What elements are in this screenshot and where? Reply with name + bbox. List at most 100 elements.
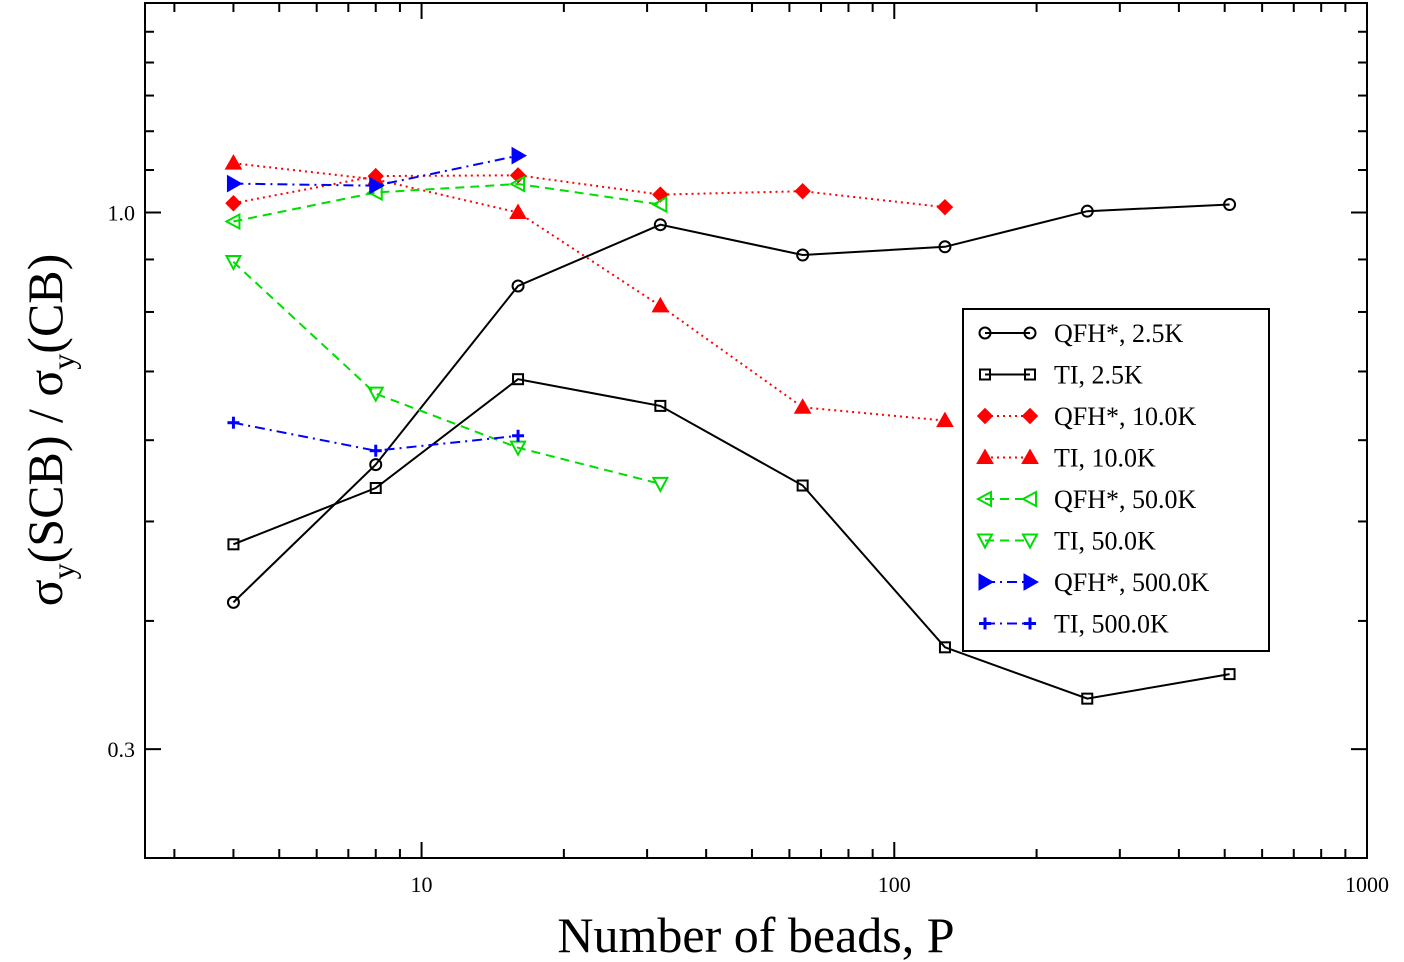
legend-entry: TI, 10.0K <box>976 444 1156 473</box>
y-axis-sub-1: y <box>45 563 81 579</box>
series-line <box>232 203 1230 604</box>
legend-marker <box>1021 448 1039 464</box>
axis-ticks: 10 100 1000 1.0 0.3 <box>108 2 1389 897</box>
data-point <box>224 154 243 170</box>
legend-label: QFH*, 10.0K <box>1054 402 1197 431</box>
data-point <box>224 212 241 231</box>
legend-label: QFH*, 50.0K <box>1054 485 1197 514</box>
series-line <box>233 421 519 452</box>
y-axis-title: σy(SCB) / σy(CB) <box>17 254 81 607</box>
legend-entry: QFH*, 2.5K <box>978 319 1184 348</box>
data-point <box>1223 668 1236 681</box>
series-line <box>233 182 661 223</box>
x-tick-label: 1000 <box>1345 872 1389 897</box>
data-point <box>227 416 240 429</box>
data-point <box>226 174 243 193</box>
legend-box <box>962 308 1270 652</box>
data-point <box>651 476 670 493</box>
series-line <box>233 154 519 187</box>
y-axis-sigma-1: σ <box>17 579 73 606</box>
data-point <box>936 411 954 428</box>
legend-label: QFH*, 500.0K <box>1054 568 1210 597</box>
legend-marker <box>976 407 994 425</box>
legend-entry: TI, 500.0K <box>979 610 1169 639</box>
data-point <box>796 248 810 262</box>
data-point <box>512 429 525 442</box>
series-1 <box>227 373 1236 705</box>
legend-label: QFH*, 2.5K <box>1054 319 1184 348</box>
legend-marker <box>1023 326 1037 340</box>
series-line <box>233 162 946 422</box>
data-point <box>511 146 528 165</box>
y-tick-label: 1.0 <box>108 200 136 225</box>
data-point <box>651 296 670 313</box>
y-tick-label: 0.3 <box>108 737 136 762</box>
legend-marker <box>1023 573 1040 591</box>
legend: QFH*, 2.5K TI, 2.5K QFH*, 10.0K TI, 10.0K QF… <box>962 308 1270 652</box>
data-point <box>1223 198 1237 212</box>
legend-marker <box>978 326 992 340</box>
y-axis-end: (CB) <box>17 254 73 354</box>
y-axis-sub-2: y <box>45 354 81 370</box>
plot-frame <box>144 2 1368 859</box>
legend-marker <box>1021 407 1039 425</box>
y-axis-sigma-2: σ <box>17 370 73 397</box>
legend-marker <box>976 448 994 464</box>
legend-marker <box>1024 617 1036 630</box>
x-axis-title: Number of beads, P <box>557 907 954 962</box>
x-tick-label: 10 <box>411 872 433 897</box>
series-0 <box>226 198 1237 609</box>
data-point <box>226 595 240 609</box>
legend-marker <box>976 533 994 550</box>
series-line <box>233 378 1230 700</box>
series-5 <box>224 254 670 493</box>
data-point <box>936 198 954 216</box>
data-point <box>794 182 811 200</box>
series-layer <box>224 146 1237 705</box>
legend-entry: TI, 50.0K <box>976 527 1156 556</box>
series-6 <box>226 146 528 195</box>
legend-entry: QFH*, 500.0K <box>978 568 1210 597</box>
data-point <box>369 444 382 457</box>
legend-marker <box>1024 368 1036 381</box>
data-point <box>651 195 668 214</box>
data-point <box>227 538 240 551</box>
data-point <box>938 240 952 254</box>
legend-marker <box>975 490 992 508</box>
data-point <box>938 641 951 654</box>
legend-marker <box>1021 533 1039 550</box>
data-point <box>369 481 382 494</box>
data-point <box>369 458 383 472</box>
legend-marker <box>979 617 991 630</box>
series-line <box>232 261 661 485</box>
data-point <box>509 203 527 219</box>
y-axis-mid: (SCB) / <box>17 397 73 564</box>
legend-label: TI, 10.0K <box>1054 444 1156 473</box>
data-point <box>793 398 812 414</box>
data-point <box>796 479 809 492</box>
legend-entry: QFH*, 10.0K <box>976 402 1197 431</box>
data-point <box>653 218 667 232</box>
legend-entry: TI, 2.5K <box>979 361 1143 390</box>
data-point <box>511 279 525 293</box>
data-point <box>224 254 243 272</box>
data-point <box>369 176 385 195</box>
x-tick-label: 100 <box>878 872 911 897</box>
legend-label: TI, 50.0K <box>1054 527 1156 556</box>
series-line <box>233 174 946 209</box>
data-point <box>225 195 242 212</box>
data-point <box>512 373 525 386</box>
legend-label: TI, 500.0K <box>1054 610 1169 639</box>
legend-marker <box>979 368 991 381</box>
data-point <box>1080 204 1094 218</box>
legend-marker <box>1020 490 1037 508</box>
data-point <box>508 175 526 193</box>
legend-entry: QFH*, 50.0K <box>975 485 1197 514</box>
series-3 <box>224 154 954 428</box>
data-point <box>654 399 667 412</box>
data-point <box>367 386 385 403</box>
legend-marker <box>978 573 995 591</box>
legend-label: TI, 2.5K <box>1054 361 1143 390</box>
data-point <box>1081 692 1094 705</box>
